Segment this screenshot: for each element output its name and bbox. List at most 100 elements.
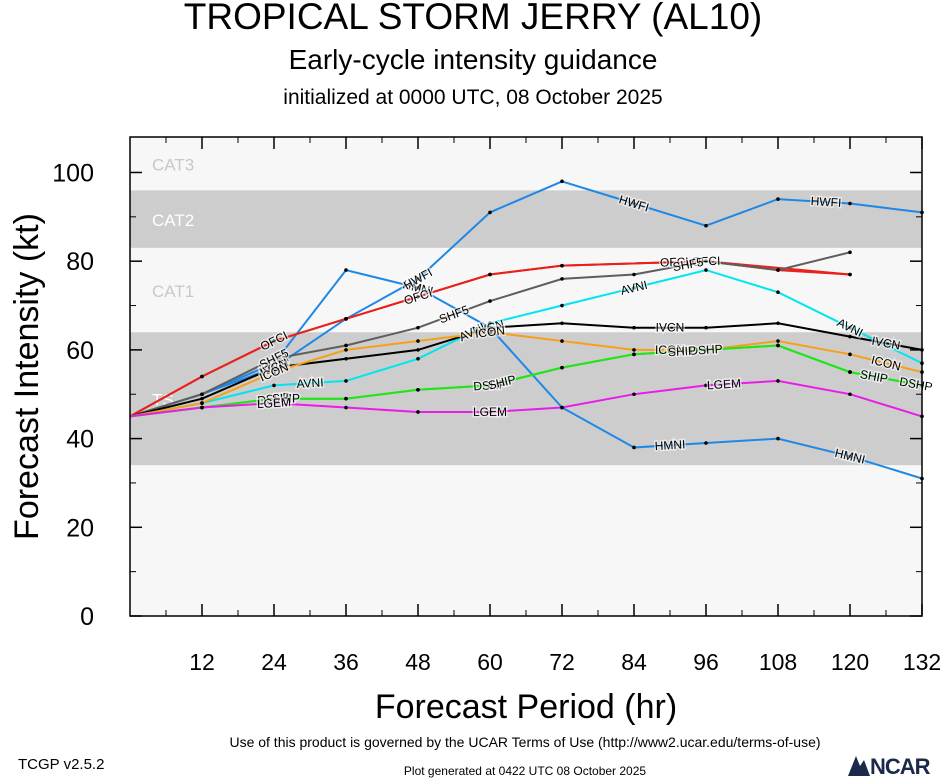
series-label-group: LGEM — [471, 404, 508, 421]
category-band — [130, 137, 922, 191]
data-point — [776, 379, 780, 383]
x-tick-label: 12 — [189, 649, 215, 675]
data-point — [632, 272, 636, 277]
data-point — [632, 392, 636, 397]
series-label: ICON — [474, 323, 505, 341]
chart-title: TROPICAL STORM JERRY (AL10) — [183, 0, 763, 37]
series-label-group: DSHP — [255, 388, 293, 409]
terms-of-use-link[interactable]: Use of this product is governed by the U… — [229, 734, 821, 750]
series-line-ship — [129, 344, 923, 418]
series-label-group: IVCN — [654, 319, 686, 336]
series-label-group: SHIP — [857, 366, 890, 388]
data-point — [488, 299, 492, 303]
data-point — [488, 383, 492, 388]
series-label: DSHP — [473, 377, 507, 393]
data-point — [416, 339, 420, 343]
data-point — [560, 365, 564, 370]
x-tick-label: 132 — [903, 649, 941, 675]
data-point — [848, 392, 852, 397]
y-tick-label: 60 — [66, 337, 94, 365]
series-line-icon — [129, 331, 923, 418]
category-band-label: CAT3 — [152, 156, 194, 175]
generated-time: Plot generated at 0422 UTC 08 October 20… — [403, 764, 647, 778]
series-label-group: AVNI — [295, 374, 326, 393]
x-tick-label: 108 — [759, 649, 797, 675]
data-point — [488, 210, 492, 215]
series-label: AVNI — [296, 375, 324, 391]
series-line-avni — [129, 269, 923, 418]
data-point — [776, 339, 780, 343]
data-point — [560, 339, 564, 343]
x-tick-label: 24 — [261, 649, 287, 675]
data-point — [776, 321, 780, 326]
data-point — [272, 401, 276, 405]
series-label: SHIP — [668, 344, 697, 360]
series-label: IVCN — [871, 334, 902, 353]
series-label: OFCL — [660, 255, 693, 270]
series-label: LGEM — [257, 395, 292, 411]
y-tick-label: 40 — [66, 426, 94, 454]
x-tick-label: 84 — [621, 649, 647, 675]
series-label-group: LGEM — [255, 394, 293, 413]
data-point — [416, 294, 420, 299]
data-point — [488, 321, 492, 326]
data-point — [848, 352, 852, 357]
data-point — [632, 201, 636, 206]
data-point — [776, 197, 780, 201]
series-label: SHIP — [272, 392, 300, 406]
data-point — [776, 268, 780, 272]
data-point — [848, 272, 852, 277]
data-point — [272, 383, 276, 388]
series-label: IVCN — [656, 321, 685, 335]
data-point — [416, 348, 420, 352]
data-point — [632, 348, 636, 352]
series-label: LGEM — [707, 376, 742, 392]
series-label: SHIP — [487, 372, 518, 392]
data-point — [776, 343, 780, 348]
data-point — [776, 290, 780, 295]
series-line-lgem — [129, 379, 923, 418]
series-label: HMNI — [654, 437, 685, 453]
data-point — [848, 454, 852, 459]
data-point — [848, 250, 852, 255]
data-point — [416, 325, 420, 330]
x-tick-label: 72 — [549, 649, 575, 675]
data-point — [632, 325, 636, 330]
series-label: OFCI — [691, 254, 720, 269]
data-point — [272, 356, 276, 361]
data-point — [488, 330, 492, 334]
series-label-group: HMNI — [653, 436, 687, 455]
y-tick-label: 100 — [52, 159, 94, 187]
data-point — [344, 379, 348, 383]
y-tick-label: 0 — [80, 603, 94, 631]
data-point — [560, 321, 564, 326]
data-point — [272, 361, 276, 365]
series-label: SHIP — [859, 367, 889, 386]
series-line-hmni — [129, 268, 923, 480]
x-tick-label: 96 — [693, 649, 719, 675]
series-line-ivcn — [129, 322, 923, 418]
data-point — [344, 396, 348, 401]
data-point — [560, 179, 564, 184]
data-point — [704, 223, 708, 228]
data-point — [560, 263, 564, 268]
ncar-logo-text: NCAR — [870, 754, 931, 779]
data-point — [848, 334, 852, 339]
data-point — [848, 201, 852, 206]
data-point — [848, 370, 852, 374]
data-point — [704, 383, 708, 388]
category-band — [130, 332, 922, 466]
x-tick-label: 60 — [477, 649, 503, 675]
series-label-group: SHIP — [666, 342, 698, 361]
data-point — [344, 317, 348, 321]
series-label: DSHP — [257, 390, 292, 408]
data-point — [272, 370, 276, 374]
data-point — [344, 356, 348, 361]
ncar-logo: NCAR — [846, 752, 946, 780]
series-label-group: DSHP — [471, 376, 508, 395]
data-point — [560, 277, 564, 281]
axes: 12 24 36 48 60 72 84 96 108 120 132020406080100For… — [8, 136, 941, 726]
data-point — [632, 352, 636, 357]
series-label-group: OFCL — [658, 253, 694, 271]
series-label: ICON — [655, 343, 685, 357]
